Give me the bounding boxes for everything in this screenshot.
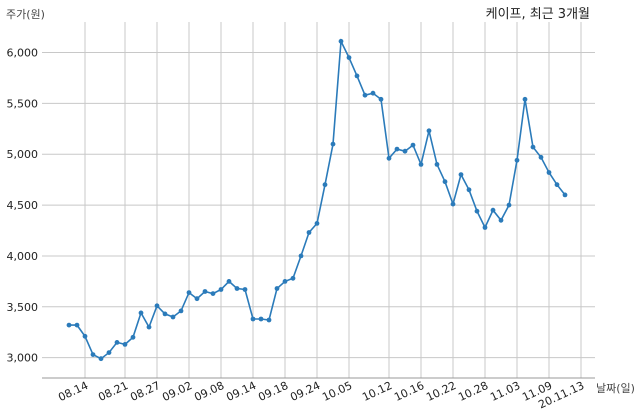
data-point — [298, 253, 304, 259]
data-point — [442, 179, 448, 185]
data-point — [354, 73, 360, 79]
y-tick-label: 4,000 — [7, 250, 39, 263]
y-tick-label: 3,000 — [7, 352, 39, 365]
data-point — [458, 172, 464, 178]
data-point — [234, 286, 240, 291]
grid — [42, 22, 595, 378]
data-point — [186, 290, 192, 295]
data-point — [138, 310, 144, 316]
data-point — [306, 230, 312, 235]
data-point — [130, 334, 136, 340]
data-point — [386, 155, 392, 161]
data-point — [330, 141, 336, 147]
data-point — [362, 92, 368, 98]
x-tick-label: 10.12 — [360, 379, 394, 404]
data-point — [450, 201, 456, 207]
data-point — [226, 279, 232, 284]
data-point — [538, 154, 544, 160]
data-point — [410, 142, 416, 148]
data-point — [314, 221, 320, 226]
data-point — [522, 96, 528, 102]
x-tick-label: 10.28 — [456, 379, 490, 404]
data-point — [66, 322, 72, 328]
data-point — [90, 352, 96, 357]
y-axis-title: 주가(원) — [6, 8, 45, 21]
data-point — [146, 324, 152, 330]
data-point — [402, 148, 408, 154]
x-tick-label: 08.27 — [128, 379, 162, 404]
data-point — [114, 340, 120, 345]
data-point — [546, 170, 552, 175]
x-tick-label: 09.02 — [160, 379, 194, 404]
data-point — [266, 317, 272, 323]
data-point — [162, 311, 168, 317]
x-tick-label: 10.16 — [392, 379, 426, 404]
x-tick-label: 09.08 — [192, 379, 226, 404]
data-point — [218, 287, 224, 292]
x-tick-label: 08.14 — [56, 379, 90, 404]
data-point — [514, 157, 520, 163]
x-tick-label: 09.14 — [224, 379, 258, 404]
data-point — [394, 146, 400, 152]
data-point — [194, 296, 200, 302]
data-point — [498, 217, 504, 223]
data-point — [338, 38, 344, 44]
y-tick-label: 5,000 — [7, 148, 39, 161]
data-point — [346, 55, 352, 60]
data-point — [490, 207, 496, 213]
data-point — [178, 308, 184, 314]
y-tick-label: 4,500 — [7, 199, 39, 212]
data-point — [482, 225, 488, 230]
x-tick-label: 09.24 — [288, 379, 322, 404]
data-point — [282, 279, 288, 284]
data-point — [202, 289, 208, 294]
data-point — [434, 162, 440, 167]
data-point — [506, 202, 512, 208]
data-point — [250, 316, 256, 322]
axes: 3,000 3,500 4,000 4,500 5,000 5,500 6,000 08.14… — [7, 47, 595, 411]
data-point — [418, 162, 424, 167]
data-point — [74, 322, 80, 328]
x-tick-label: 10.05 — [320, 379, 354, 404]
data-point — [466, 187, 472, 193]
x-tick-label: 09.18 — [256, 379, 290, 404]
data-point — [322, 182, 328, 188]
data-point — [154, 303, 160, 309]
chart-title: 케이프, 최근 3개월 — [486, 7, 590, 22]
data-point — [530, 144, 536, 150]
data-point — [242, 287, 248, 292]
series-1 — [66, 38, 568, 362]
data-point — [258, 316, 264, 322]
data-point — [378, 96, 384, 102]
x-tick-label: 08.21 — [96, 379, 130, 404]
data-point — [82, 333, 88, 339]
x-tick-label: 11.03 — [488, 379, 522, 404]
y-tick-label: 6,000 — [7, 47, 39, 60]
data-point — [426, 128, 432, 134]
data-point — [98, 356, 104, 362]
y-tick-label: 3,500 — [7, 301, 39, 314]
data-point — [106, 350, 112, 355]
data-point — [370, 90, 376, 96]
y-tick-label: 5,500 — [7, 97, 39, 110]
data-point — [554, 182, 560, 188]
data-point — [210, 291, 216, 296]
data-point — [474, 208, 480, 214]
x-axis-title: 날짜(일) — [596, 381, 635, 395]
data-point — [562, 192, 568, 198]
data-point — [122, 342, 128, 347]
x-tick-label: 10.22 — [424, 379, 458, 404]
data-point — [170, 314, 176, 320]
data-point — [290, 275, 296, 281]
data-point — [274, 286, 280, 291]
